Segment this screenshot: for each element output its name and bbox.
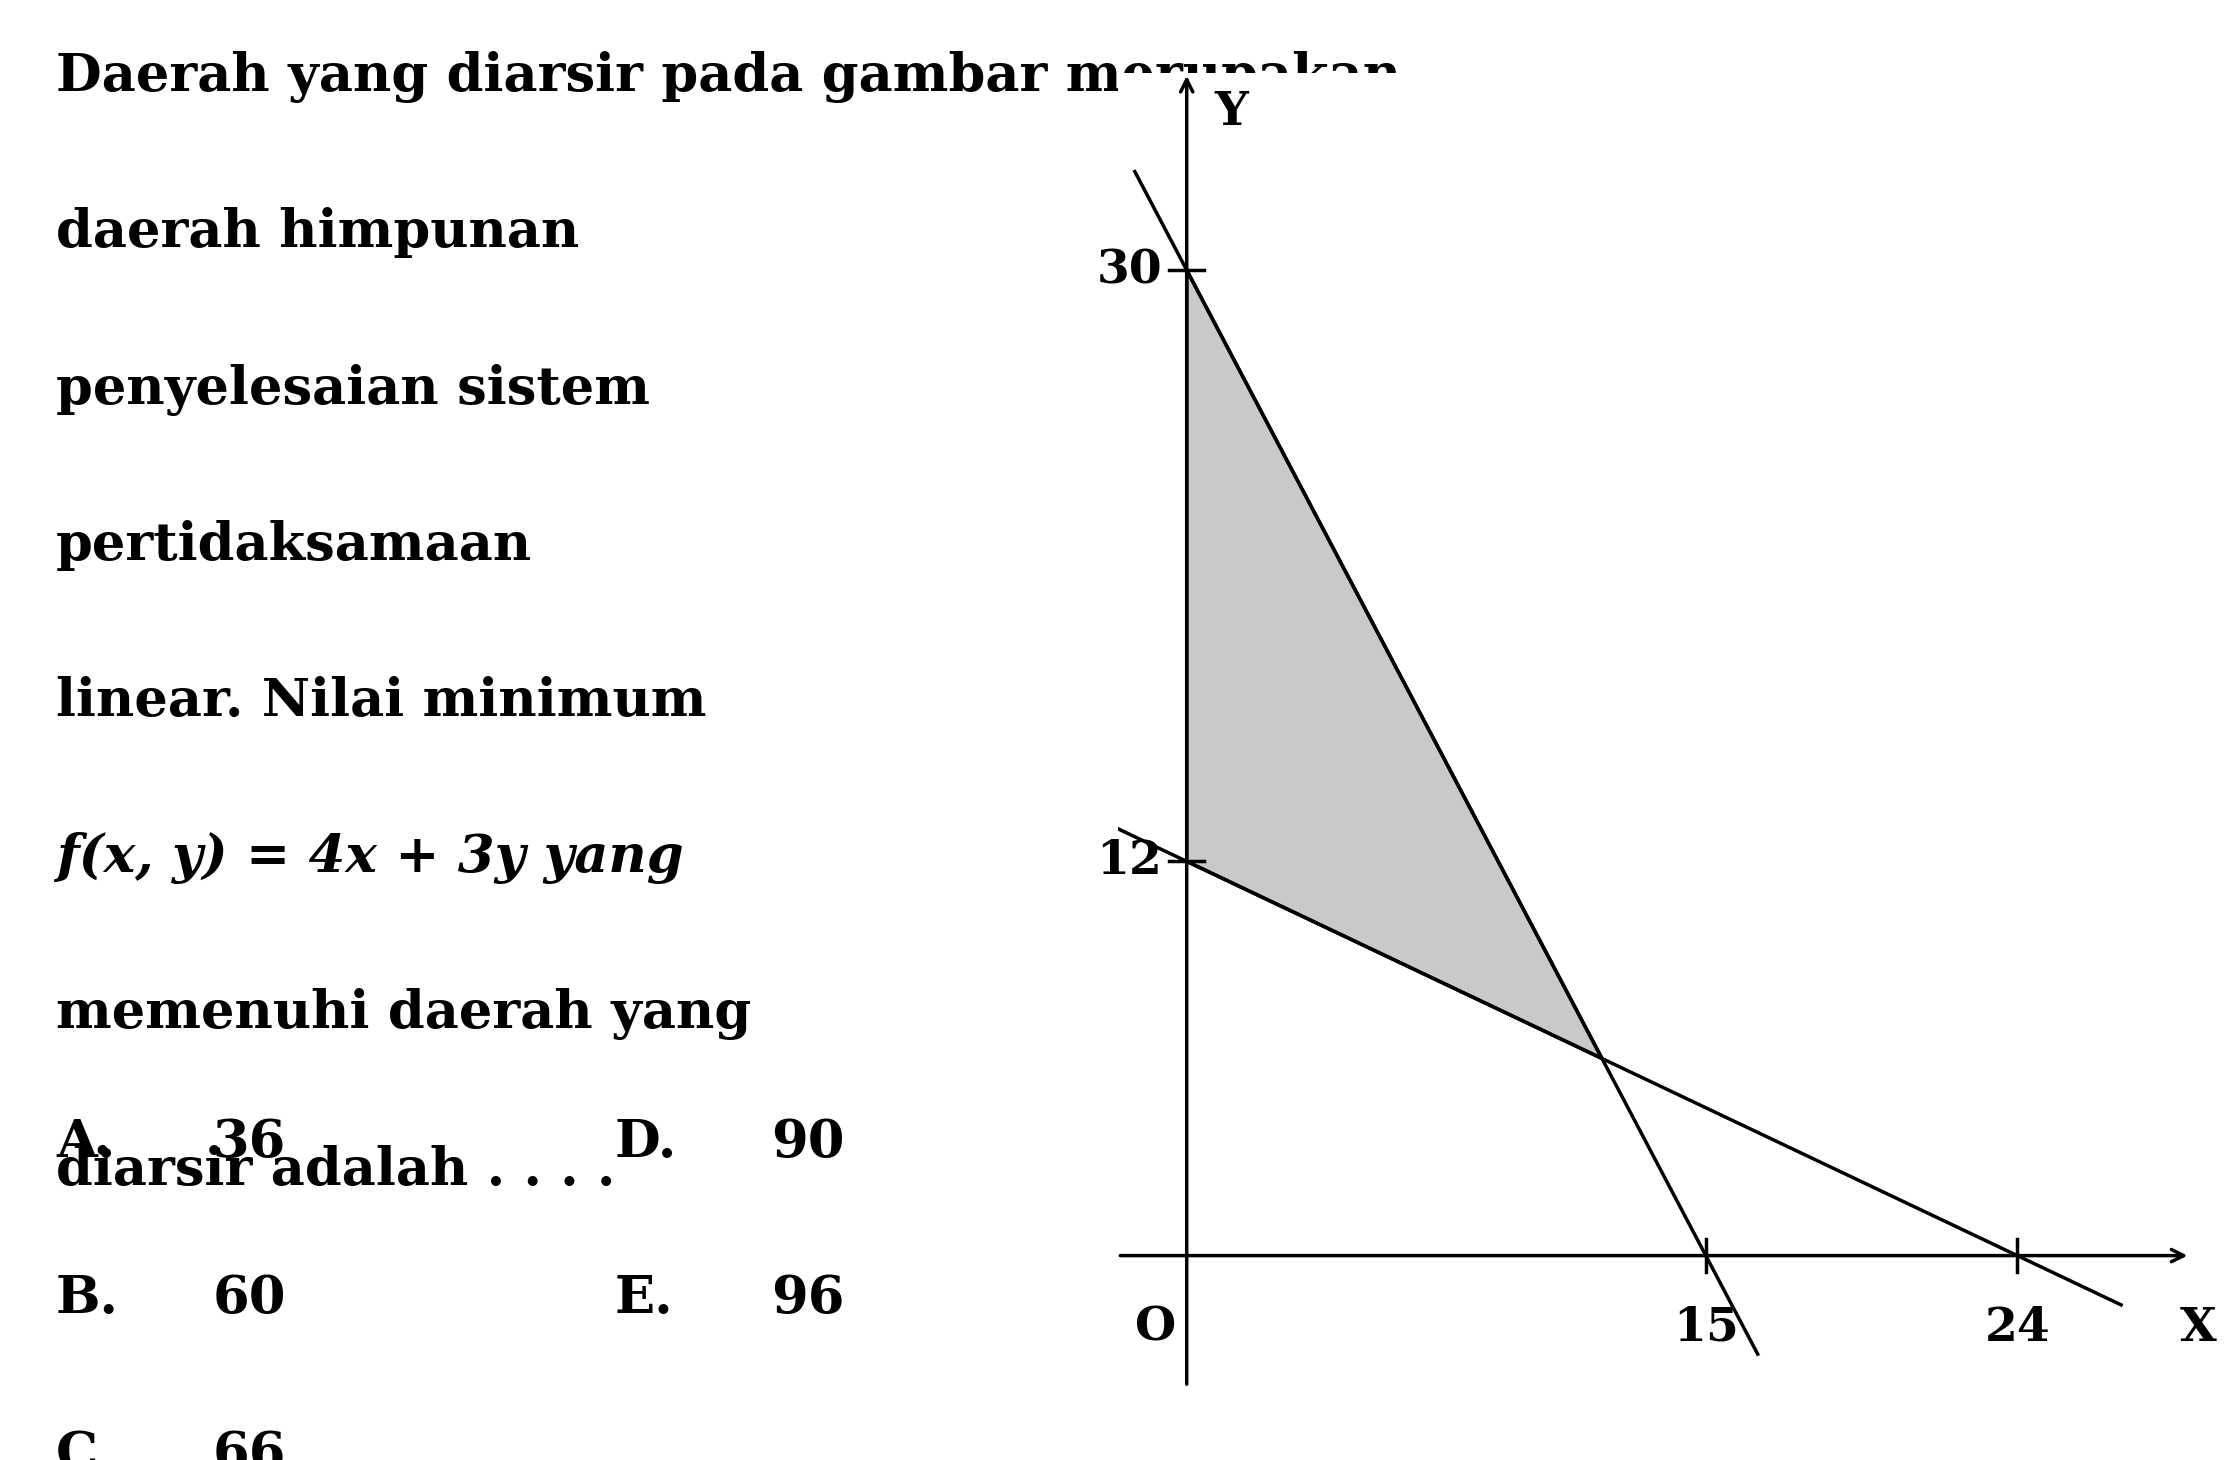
Text: B.: B.: [56, 1273, 118, 1324]
Text: E.: E.: [615, 1273, 673, 1324]
Text: X: X: [2179, 1305, 2217, 1350]
Text: 30: 30: [1097, 247, 1162, 293]
Text: f(x, y) = 4x + 3y yang: f(x, y) = 4x + 3y yang: [56, 832, 684, 885]
Text: 96: 96: [771, 1273, 845, 1324]
Text: diarsir adalah . . . .: diarsir adalah . . . .: [56, 1145, 615, 1196]
Text: O: O: [1135, 1305, 1176, 1350]
Text: 24: 24: [1985, 1305, 2049, 1350]
Text: pertidaksamaan: pertidaksamaan: [56, 520, 532, 571]
Text: D.: D.: [615, 1117, 677, 1168]
Text: 12: 12: [1097, 838, 1162, 885]
Text: 15: 15: [1672, 1305, 1739, 1350]
Text: memenuhi daerah yang: memenuhi daerah yang: [56, 988, 751, 1041]
Text: 36: 36: [212, 1117, 286, 1168]
Text: C.: C.: [56, 1429, 116, 1460]
Text: penyelesaian sistem: penyelesaian sistem: [56, 364, 650, 416]
Text: Y: Y: [1214, 89, 1249, 136]
Text: linear. Nilai minimum: linear. Nilai minimum: [56, 676, 706, 727]
Text: A.: A.: [56, 1117, 116, 1168]
Text: daerah himpunan: daerah himpunan: [56, 207, 579, 258]
Text: 60: 60: [212, 1273, 286, 1324]
Text: 66: 66: [212, 1429, 286, 1460]
Text: 90: 90: [771, 1117, 845, 1168]
Text: Daerah yang diarsir pada gambar merupakan: Daerah yang diarsir pada gambar merupaka…: [56, 51, 1401, 104]
Polygon shape: [1187, 270, 1602, 1058]
